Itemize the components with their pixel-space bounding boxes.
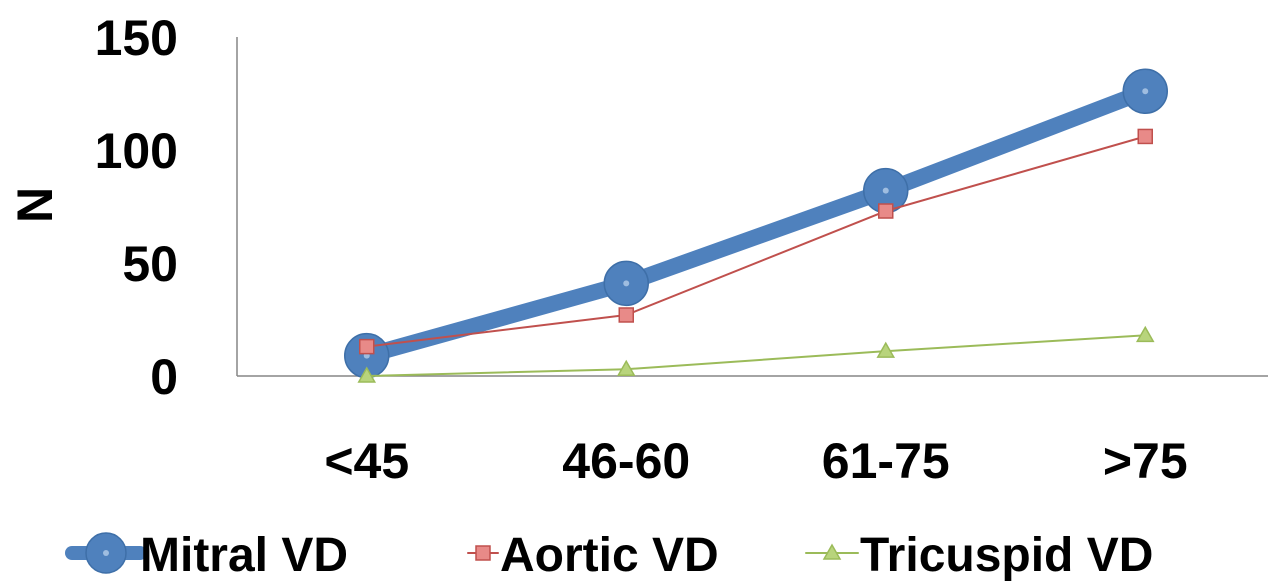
legend-label: Mitral VD [140,529,348,582]
series-group [344,68,1168,383]
legend-marker-highlight [103,550,109,556]
data-point-highlight [623,280,630,287]
x-tick-label: 61-75 [822,433,950,489]
legend-item-mitral-vd: Mitral VD [65,529,348,582]
data-point-tricuspid [1135,325,1155,343]
series-tricuspid-vd [357,325,1155,383]
x-tick-label: >75 [1103,433,1188,489]
series-mitral-vd [344,68,1168,379]
series-line [365,135,1147,348]
y-tick-label: 150 [95,10,178,66]
y-tick-label: 50 [122,236,178,292]
x-tick-label: 46-60 [562,433,690,489]
chart-axes [236,37,1268,377]
series-line [358,83,1154,364]
legend-label: Aortic VD [500,529,719,582]
data-point-tricuspid [357,366,377,383]
data-point-highlight [882,187,889,194]
y-tick-labels: 0 50 100 150 [95,10,178,405]
legend-marker [822,543,842,560]
legend-marker [475,545,491,561]
y-axis-label: N [7,187,63,223]
legend: Mitral VD Aortic VD Tricuspid VD [65,529,1153,582]
data-point-tricuspid [616,359,636,376]
legend-item-aortic-vd: Aortic VD [467,529,719,582]
data-point-aortic [359,338,375,355]
data-point-tricuspid [876,341,896,358]
legend-label: Tricuspid VD [860,529,1153,582]
series-line [365,334,1147,377]
x-tick-labels: <45 46-60 61-75 >75 [324,433,1187,489]
legend-item-tricuspid-vd: Tricuspid VD [805,529,1153,582]
data-point-aortic [618,307,634,323]
series-aortic-vd [359,128,1153,355]
data-point-aortic [1137,128,1153,145]
x-tick-label: <45 [324,433,409,489]
data-point-aortic [878,203,894,219]
y-tick-label: 100 [95,123,178,179]
y-tick-label: 0 [150,349,178,405]
data-point-highlight [1142,88,1149,95]
